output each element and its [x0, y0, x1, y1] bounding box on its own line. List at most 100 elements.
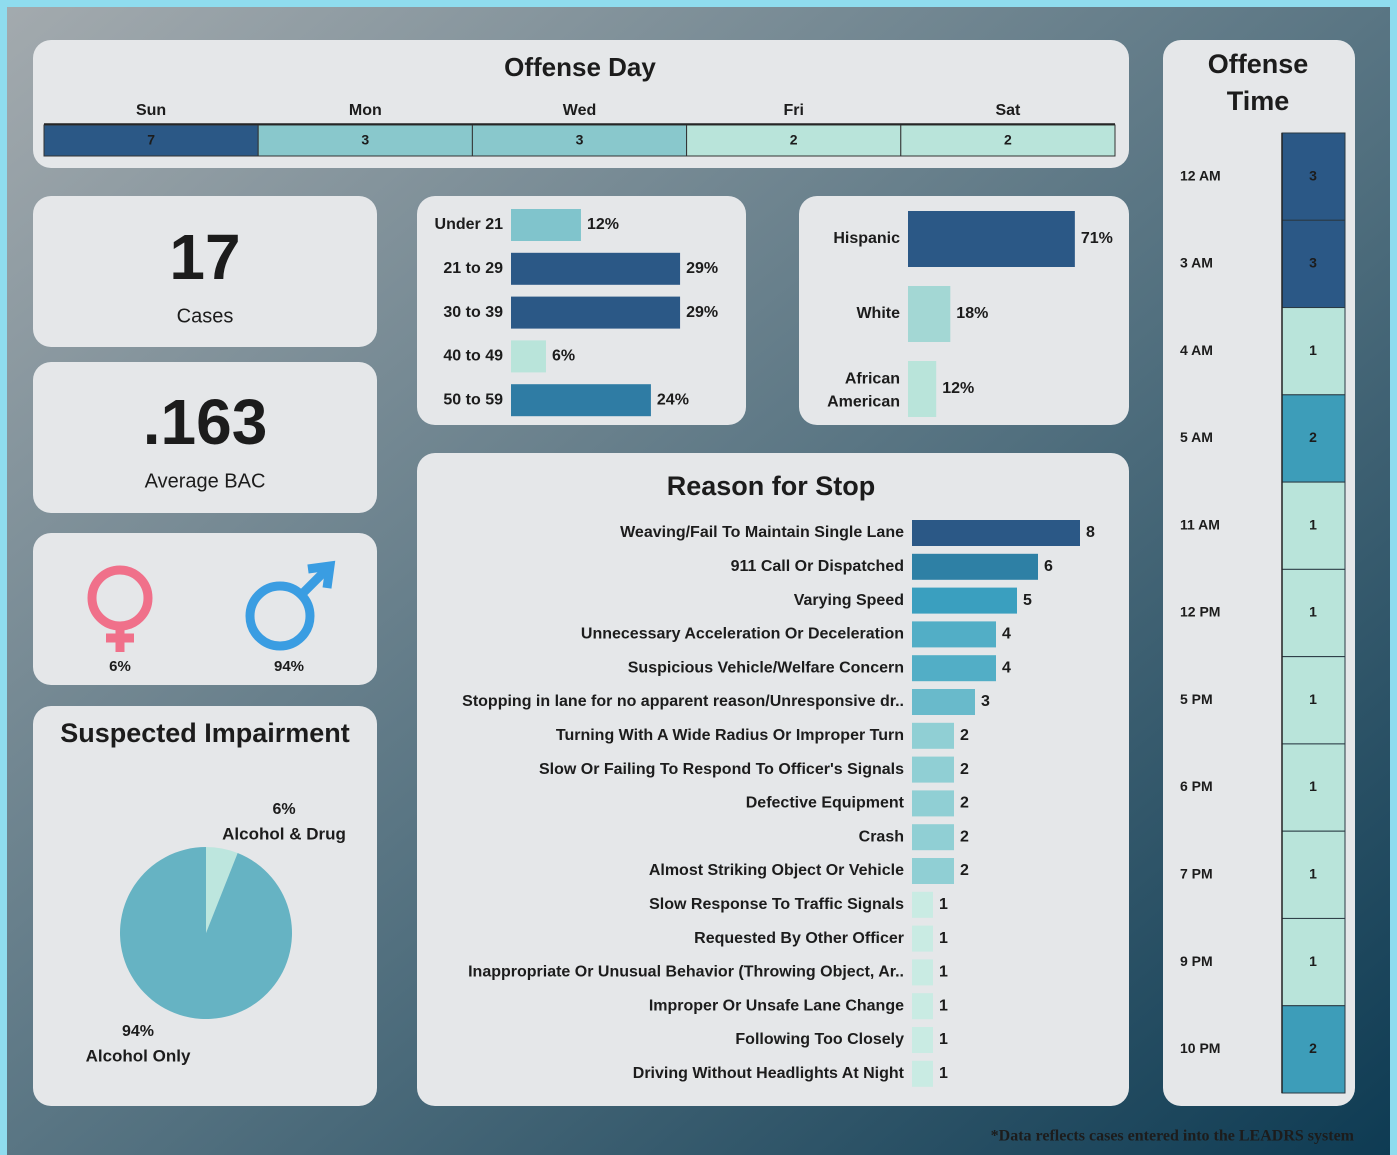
cell-label: 1 [1309, 516, 1317, 532]
y-label: 5 AM [1180, 429, 1213, 445]
bar [511, 252, 681, 285]
value-label: 18% [956, 305, 988, 322]
bar [908, 286, 951, 342]
value-label: 8 [1086, 524, 1095, 541]
value-label: 1 [939, 1065, 948, 1082]
panel-title: Offense Day [504, 52, 656, 82]
pie-slice [206, 847, 238, 933]
cell-label: 3 [361, 132, 369, 148]
cell-label: 1 [1309, 604, 1317, 620]
bar [912, 891, 933, 918]
value-label: 29% [686, 260, 718, 277]
bar-group: Weaving/Fail To Maintain Single Lane 8 911… [462, 520, 1095, 1087]
y-label: 11 AM [1180, 516, 1220, 532]
value-label: 1 [939, 997, 948, 1014]
y-label: 7 PM [1180, 866, 1213, 882]
bar [912, 587, 1017, 614]
bar [912, 655, 996, 682]
category-label: 50 to 59 [443, 391, 503, 408]
cell-label: 2 [790, 132, 798, 148]
category-label: Turning With A Wide Radius Or Improper T… [556, 727, 904, 744]
cell-label: 3 [1309, 167, 1317, 183]
cell [686, 124, 902, 157]
bar [912, 689, 975, 715]
cell [1281, 656, 1346, 745]
cell [900, 124, 1116, 157]
value-label: 3 [981, 693, 990, 710]
female-icon [87, 565, 153, 652]
value-label: 1 [939, 896, 948, 913]
category-label: 911 Call Or Dispatched [731, 558, 904, 575]
cell [1281, 394, 1346, 483]
y-label: 12 AM [1180, 167, 1221, 183]
cell-label: 3 [1309, 255, 1317, 271]
cell [1281, 830, 1346, 919]
y-label: 4 AM [1180, 342, 1213, 358]
male-icon [245, 560, 336, 651]
x-label: Fri [783, 102, 803, 119]
value-label: 4 [1002, 659, 1011, 676]
value-label: 2 [960, 862, 969, 879]
kpi-value: 17 [169, 221, 240, 293]
x-label: Mon [349, 102, 382, 119]
bar [912, 959, 933, 986]
cell [1281, 743, 1346, 832]
label-line: African [845, 371, 900, 388]
bar [912, 858, 954, 884]
panel [33, 362, 377, 513]
bar [912, 520, 1080, 546]
pie-slice [119, 847, 292, 1019]
icon-label: 6% [109, 658, 131, 675]
cell [1281, 1005, 1346, 1094]
x-label: Sun [136, 102, 166, 119]
category-label: Weaving/Fail To Maintain Single Lane [620, 524, 904, 541]
kpi-label: Cases [177, 305, 234, 327]
value-label: 2 [960, 828, 969, 845]
value-label: 6 [1044, 558, 1053, 575]
cell [471, 124, 688, 157]
kpi-label: Average BAC [145, 470, 266, 492]
kpi-value: .163 [143, 386, 268, 458]
value-label: 1 [939, 1031, 948, 1048]
category-label: Stopping in lane for no apparent reason/… [462, 693, 904, 710]
bar [511, 296, 681, 329]
cell-label: 3 [576, 132, 584, 148]
bar [908, 361, 937, 417]
cell-label: 7 [147, 132, 155, 148]
cell-label: 2 [1309, 429, 1317, 445]
icon-part [245, 581, 315, 651]
cell-label: 1 [1309, 778, 1317, 794]
icon-label: 94% [274, 658, 304, 675]
category-label: Inappropriate Or Unusual Behavior (Throw… [468, 964, 904, 981]
slice-label: Alcohol & Drug [222, 824, 346, 843]
value-label: 12% [942, 380, 974, 397]
cell-label: 2 [1309, 1040, 1317, 1056]
slice-value: 94% [122, 1023, 154, 1040]
bar [912, 756, 954, 783]
panel-title: Reason for Stop [667, 471, 876, 501]
y-label: 9 PM [1180, 953, 1213, 969]
category-label: African American [827, 371, 900, 411]
bar [511, 340, 546, 373]
cell-label: 1 [1309, 342, 1317, 358]
bar [912, 553, 1038, 580]
category-label: Under 21 [435, 216, 504, 233]
category-label: 40 to 49 [443, 348, 503, 365]
value-label: 71% [1081, 230, 1113, 247]
cell [1281, 307, 1346, 396]
cell [1281, 568, 1346, 658]
panel-title: Offense Time [1207, 49, 1309, 116]
category-label: Defective Equipment [746, 795, 905, 812]
category-label: 30 to 39 [443, 304, 503, 321]
bar [912, 993, 933, 1020]
value-label: 2 [960, 727, 969, 744]
category-label: Following Too Closely [735, 1031, 904, 1048]
panel [33, 533, 377, 685]
category-label: Varying Speed [794, 592, 904, 609]
value-label: 6% [552, 348, 575, 365]
category-label: Unnecessary Acceleration Or Deceleration [581, 626, 904, 643]
bar [511, 209, 581, 241]
panel-title: Suspected Impairment [60, 718, 350, 748]
x-label: Wed [563, 102, 596, 119]
